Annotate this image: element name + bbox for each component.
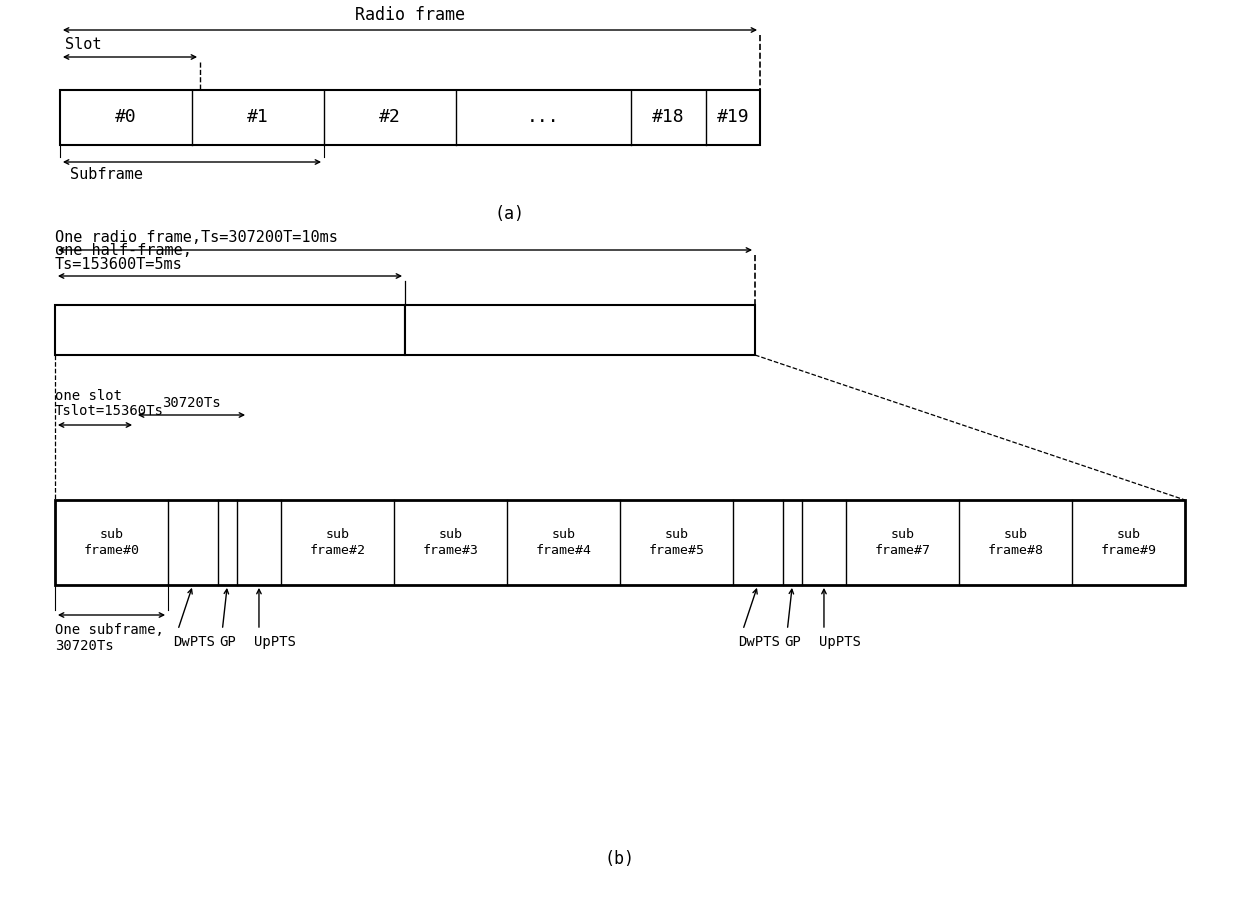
Text: (b): (b) xyxy=(605,850,635,868)
Text: One radio frame,Ts=307200T=10ms: One radio frame,Ts=307200T=10ms xyxy=(55,230,337,245)
Text: sub
frame#5: sub frame#5 xyxy=(649,528,704,556)
Bar xyxy=(405,305,755,355)
Text: sub
frame#4: sub frame#4 xyxy=(536,528,591,556)
Text: (a): (a) xyxy=(495,205,525,223)
Bar xyxy=(55,305,405,355)
Text: one half-frame,: one half-frame, xyxy=(55,243,192,258)
Text: Ts=153600T=5ms: Ts=153600T=5ms xyxy=(55,257,182,272)
Text: 30720Ts: 30720Ts xyxy=(162,396,221,410)
Text: DwPTS: DwPTS xyxy=(738,635,780,649)
Text: sub
frame#2: sub frame#2 xyxy=(310,528,366,556)
Text: Radio frame: Radio frame xyxy=(355,6,465,24)
Text: sub
frame#8: sub frame#8 xyxy=(987,528,1044,556)
Text: Tslot=15360Ts: Tslot=15360Ts xyxy=(55,404,164,418)
Bar xyxy=(55,500,1185,585)
Text: ...: ... xyxy=(527,109,559,127)
Text: sub
frame#3: sub frame#3 xyxy=(423,528,479,556)
Text: Slot: Slot xyxy=(64,37,102,52)
Text: 30720Ts: 30720Ts xyxy=(55,639,114,653)
Text: #19: #19 xyxy=(717,109,749,127)
Text: DwPTS: DwPTS xyxy=(172,635,215,649)
Bar xyxy=(60,90,760,145)
Text: sub
frame#9: sub frame#9 xyxy=(1101,528,1157,556)
Text: One subframe,: One subframe, xyxy=(55,623,164,637)
Text: one slot: one slot xyxy=(55,389,122,403)
Text: sub
frame#7: sub frame#7 xyxy=(874,528,930,556)
Text: Subframe: Subframe xyxy=(69,167,143,182)
Text: sub
frame#0: sub frame#0 xyxy=(83,528,139,556)
Text: UpPTS: UpPTS xyxy=(254,635,296,649)
Text: UpPTS: UpPTS xyxy=(818,635,861,649)
Text: GP: GP xyxy=(785,635,801,649)
Text: GP: GP xyxy=(219,635,236,649)
Text: #0: #0 xyxy=(115,109,136,127)
Text: #18: #18 xyxy=(652,109,684,127)
Text: #1: #1 xyxy=(247,109,269,127)
Text: #2: #2 xyxy=(379,109,401,127)
